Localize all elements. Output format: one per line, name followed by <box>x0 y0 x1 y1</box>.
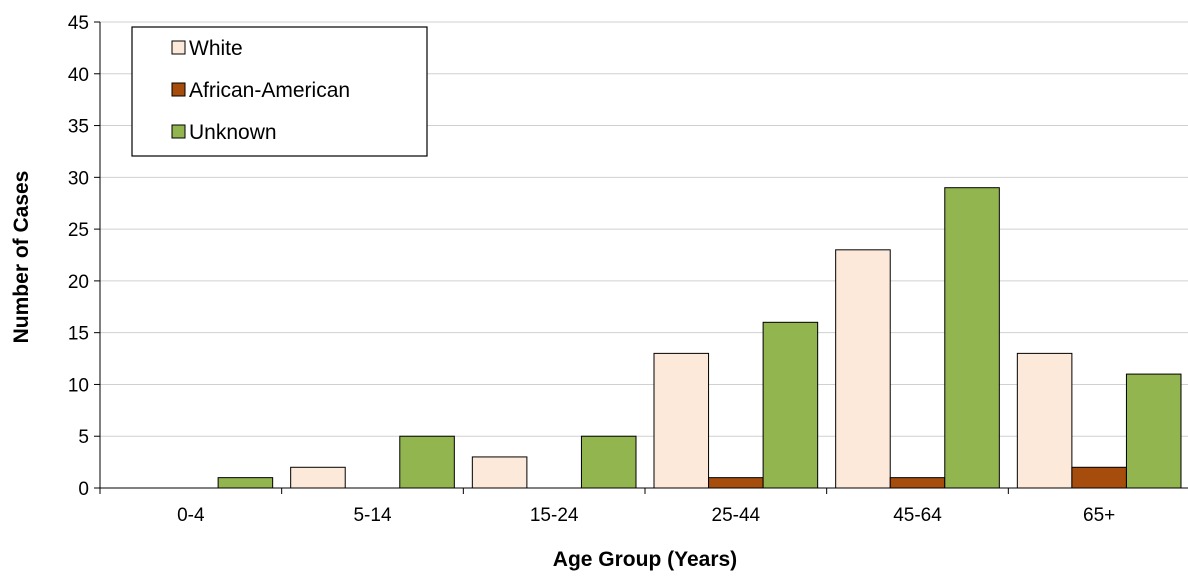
x-axis-title: Age Group (Years) <box>553 548 737 571</box>
x-tick-label: 0-4 <box>177 505 205 526</box>
bar-african-american-65- <box>1071 466 1127 489</box>
legend-label: Unknown <box>189 121 277 144</box>
y-axis-ticks: 0 5 10 15 20 25 30 35 40 45 <box>68 13 100 500</box>
y-tick-label: 15 <box>68 324 89 345</box>
legend: White African-American Unknown <box>131 26 428 157</box>
bar-white-15-24 <box>471 456 528 489</box>
y-tick-label: 40 <box>68 65 89 86</box>
bar-unknown-45-64 <box>944 187 1000 489</box>
bar-white-65- <box>1016 352 1073 489</box>
bar-white-45-64 <box>835 249 891 489</box>
y-tick-label: 35 <box>68 117 89 138</box>
bar-unknown-5-14 <box>399 435 455 489</box>
y-tick-label: 0 <box>78 479 89 500</box>
legend-label: White <box>189 37 243 60</box>
bar-white-25-44 <box>653 352 710 489</box>
bar-african-american-45-64 <box>889 477 946 489</box>
x-tick-label: 45-64 <box>893 505 942 526</box>
y-tick-label: 25 <box>68 220 89 241</box>
x-tick-label: 65+ <box>1083 505 1115 526</box>
y-tick-label: 30 <box>68 168 89 189</box>
bar-unknown-0-4 <box>217 477 274 489</box>
bar-unknown-15-24 <box>580 435 637 489</box>
x-tick-label: 15-24 <box>530 505 579 526</box>
bar-african-american-25-44 <box>708 477 764 489</box>
bar-unknown-65- <box>1125 373 1182 489</box>
legend-swatch <box>171 40 186 55</box>
legend-swatch <box>171 124 186 139</box>
bar-white-5-14 <box>290 466 346 489</box>
x-tick-label: 5-14 <box>353 505 391 526</box>
x-axis-ticks: 0-4 5-14 15-24 25-44 45-64 65+ <box>99 488 1115 526</box>
y-tick-label: 20 <box>68 272 89 293</box>
bars <box>217 187 1182 489</box>
x-tick-label: 25-44 <box>712 505 761 526</box>
bar-unknown-25-44 <box>762 321 819 489</box>
y-tick-label: 45 <box>68 13 89 34</box>
y-tick-label: 10 <box>68 375 89 396</box>
legend-swatch <box>171 82 186 97</box>
y-tick-label: 5 <box>78 427 89 448</box>
legend-label: African-American <box>189 79 350 102</box>
y-axis-title: Number of Cases <box>10 171 33 344</box>
